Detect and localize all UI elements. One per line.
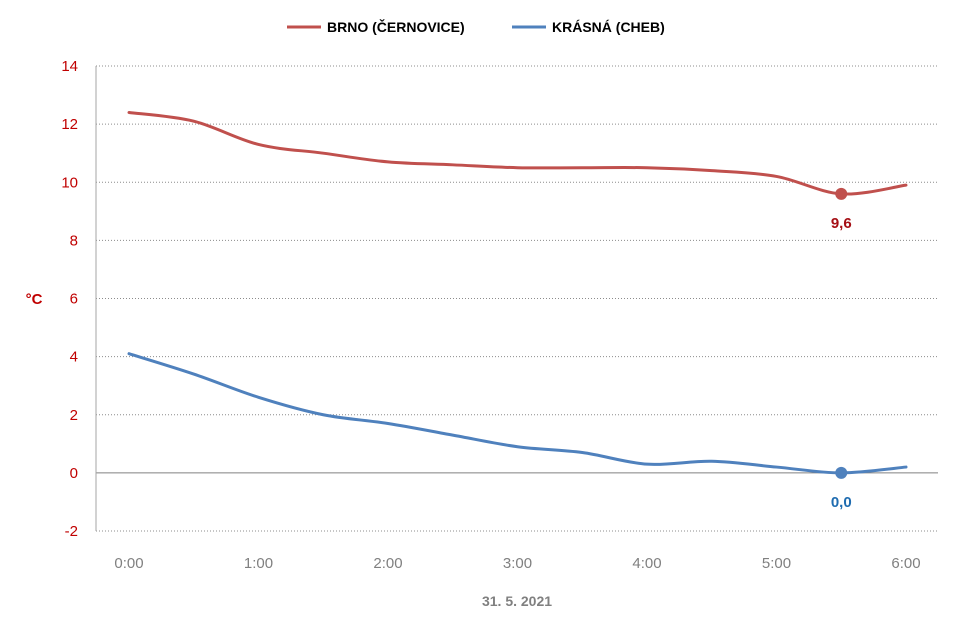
y-tick-label: 12: [61, 116, 78, 133]
series-line-1: [127, 352, 908, 475]
grid-lines: [96, 65, 938, 532]
legend-label-1: KRÁSNÁ (CHEB): [552, 19, 665, 35]
y-axis-title: °C: [26, 291, 43, 308]
legend: BRNO (ČERNOVICE) KRÁSNÁ (CHEB): [287, 18, 665, 35]
y-tick-label: 14: [61, 58, 78, 75]
y-tick-label: -2: [65, 523, 78, 540]
series-marker-0: [835, 187, 848, 200]
x-tick-label: 1:00: [244, 555, 273, 572]
legend-label-0: BRNO (ČERNOVICE): [327, 18, 465, 35]
x-tick-label: 4:00: [632, 555, 661, 572]
y-tick-labels: -2 0 2 4 6 8 10 12 14: [61, 58, 78, 540]
data-label-0: 9,6: [831, 215, 852, 232]
y-tick-label: 4: [70, 349, 78, 366]
series-lines: [127, 111, 908, 475]
y-tick-label: 8: [70, 232, 78, 249]
y-tick-label: 10: [61, 174, 78, 191]
x-tick-label: 6:00: [891, 555, 920, 572]
data-label-1: 0,0: [831, 494, 852, 511]
series-marker-1: [835, 466, 848, 479]
y-tick-label: 6: [70, 291, 78, 308]
y-tick-label: 2: [70, 407, 78, 424]
x-tick-label: 2:00: [373, 555, 402, 572]
series-line-0: [127, 111, 908, 196]
x-tick-labels: 0:00 1:00 2:00 3:00 4:00 5:00 6:00: [114, 555, 920, 572]
y-tick-label: 0: [70, 465, 78, 482]
x-tick-label: 3:00: [503, 555, 532, 572]
series-markers: 9,6 0,0: [831, 187, 852, 511]
x-tick-label: 5:00: [762, 555, 791, 572]
x-axis-title: 31. 5. 2021: [482, 593, 552, 609]
axes: [95, 66, 938, 531]
x-tick-label: 0:00: [114, 555, 143, 572]
